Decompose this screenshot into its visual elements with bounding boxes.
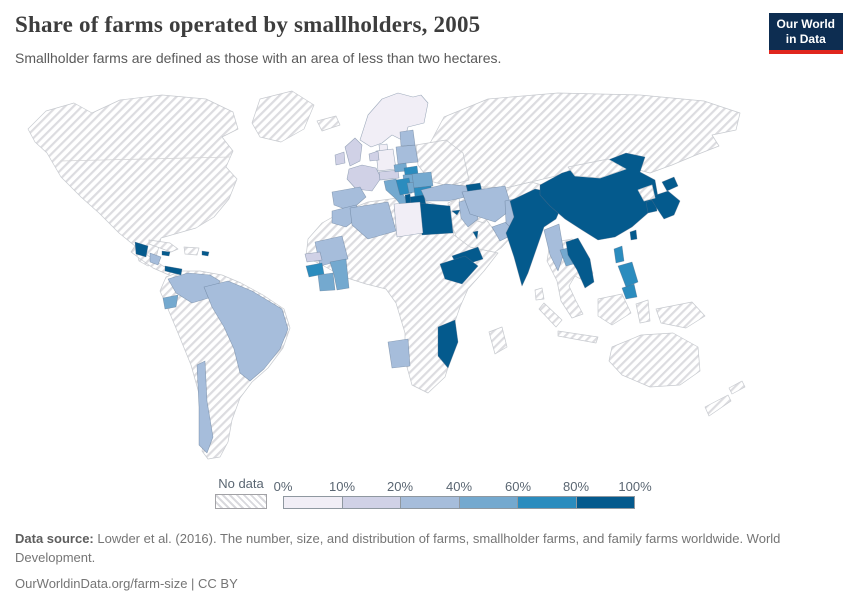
country-alps[interactable] <box>378 169 400 181</box>
country-benelux[interactable] <box>368 150 380 162</box>
page-title: Share of farms operated by smallholders,… <box>15 12 481 37</box>
country-romania[interactable] <box>411 171 434 189</box>
country-iberia[interactable] <box>331 186 367 212</box>
country-mozambique[interactable] <box>437 319 459 369</box>
region-hispaniola-no-data[interactable] <box>183 246 200 256</box>
no-data-swatch[interactable] <box>215 494 267 509</box>
legend-bin-0-10[interactable] <box>284 497 343 508</box>
region-new-zealand-no-data[interactable] <box>704 380 746 417</box>
country-libya[interactable] <box>393 201 424 238</box>
region-sulawesi-no-data[interactable] <box>635 299 651 324</box>
data-source-text: Lowder et al. (2016). The number, size, … <box>15 531 781 565</box>
license-label: | CC BY <box>187 575 238 591</box>
country-senegal[interactable] <box>304 251 323 263</box>
legend-color-bar <box>283 496 635 509</box>
license-line: OurWorldinData.org/farm-size | CC BY <box>15 575 805 594</box>
country-france[interactable] <box>346 164 382 192</box>
country-poland[interactable] <box>395 144 419 165</box>
region-madagascar-no-data[interactable] <box>488 326 508 355</box>
region-north-america-no-data[interactable] <box>27 94 239 267</box>
tick-10: 10% <box>328 479 356 494</box>
region-mongolia-no-data[interactable] <box>567 158 627 179</box>
country-brazil[interactable] <box>203 280 289 382</box>
country-scandinavia[interactable] <box>359 92 429 148</box>
country-japan[interactable] <box>649 176 681 220</box>
country-croatia[interactable] <box>395 177 413 196</box>
map-legend: No data 0% 10% 20% 40% 60% 80% 100% <box>215 476 652 509</box>
country-namibia[interactable] <box>387 338 411 369</box>
region-iceland-no-data[interactable] <box>316 115 341 132</box>
tick-40: 40% <box>445 479 473 494</box>
region-sumatra-no-data[interactable] <box>538 302 563 328</box>
world-map <box>27 90 746 460</box>
legend-bin-20-40[interactable] <box>401 497 460 508</box>
region-north-korea-no-data[interactable] <box>637 184 656 202</box>
owid-logo[interactable]: Our World in Data <box>768 13 843 54</box>
legend-bin-10-20[interactable] <box>342 497 401 508</box>
legend-ticks: 0% 10% 20% 40% 60% 80% 100% <box>274 479 652 496</box>
country-cyprus[interactable] <box>451 209 461 216</box>
tick-80: 80% <box>562 479 590 494</box>
country-ecuador[interactable] <box>162 294 179 310</box>
country-nicaragua[interactable] <box>149 252 162 266</box>
country-myanmar[interactable] <box>543 223 565 272</box>
no-data-label: No data <box>218 476 264 491</box>
data-source-line: Data source: Lowder et al. (2016). The n… <box>15 530 805 568</box>
tick-100: 100% <box>618 479 652 494</box>
legend-bin-40-60[interactable] <box>459 497 518 508</box>
country-qatar[interactable] <box>472 230 479 240</box>
country-baltics[interactable] <box>399 129 416 147</box>
country-ghana-burkina[interactable] <box>329 258 350 291</box>
country-puerto-rico[interactable] <box>201 250 210 257</box>
region-borneo-no-data[interactable] <box>597 293 632 326</box>
region-australia-no-data[interactable] <box>608 332 701 388</box>
data-source-label: Data source: <box>15 531 94 546</box>
region-cuba-no-data[interactable] <box>148 239 179 253</box>
country-egypt[interactable] <box>419 202 454 236</box>
legend-bin-80-100[interactable] <box>576 497 634 508</box>
country-cote-divoire[interactable] <box>317 272 336 292</box>
region-new-guinea-no-data[interactable] <box>655 301 706 329</box>
country-jamaica[interactable] <box>161 250 171 257</box>
tick-20: 20% <box>386 479 414 494</box>
tick-0: 0% <box>273 479 293 494</box>
country-taiwan[interactable] <box>629 229 638 241</box>
page-subtitle: Smallholder farms are defined as those w… <box>15 50 502 66</box>
country-iran[interactable] <box>461 185 513 223</box>
tick-60: 60% <box>504 479 532 494</box>
owid-url-link[interactable]: OurWorldinData.org/farm-size <box>15 575 188 591</box>
owid-logo-line1: Our World <box>776 17 835 31</box>
region-java-no-data[interactable] <box>557 330 599 344</box>
us-canada-border <box>59 156 231 162</box>
owid-logo-line2: in Data <box>785 32 826 46</box>
country-philippines[interactable] <box>613 245 639 300</box>
region-sri-lanka-no-data[interactable] <box>534 287 545 301</box>
country-ireland[interactable] <box>334 151 346 166</box>
country-ethiopia[interactable] <box>439 255 479 285</box>
footer: Data source: Lowder et al. (2016). The n… <box>15 530 805 594</box>
country-chile[interactable] <box>196 360 214 454</box>
region-greenland-no-data[interactable] <box>251 90 315 143</box>
country-algeria[interactable] <box>349 201 397 240</box>
country-vietnam[interactable] <box>565 237 595 289</box>
legend-bin-60-80[interactable] <box>518 497 577 508</box>
country-guatemala[interactable] <box>134 241 149 258</box>
country-united-kingdom[interactable] <box>344 137 363 167</box>
